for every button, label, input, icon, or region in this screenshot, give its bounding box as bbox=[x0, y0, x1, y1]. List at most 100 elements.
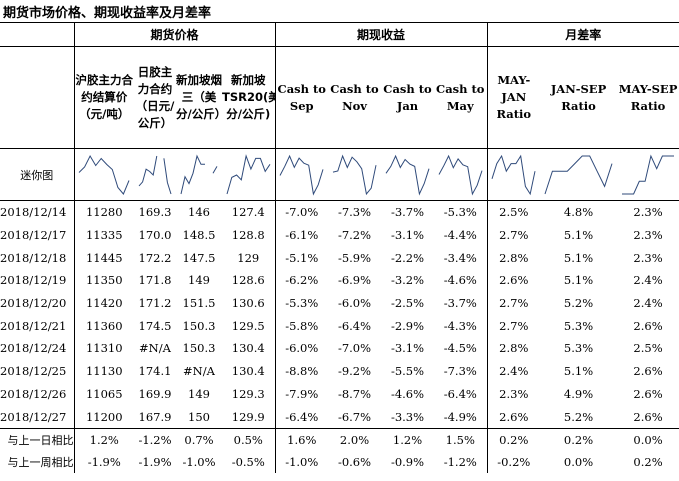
table-row: 2018/12/14 11280 169.3 146 127.4 -7.0% -7.3% -3… bbox=[0, 200, 679, 224]
footer-cell: 0.2% bbox=[540, 427, 618, 451]
cell: 2.3% bbox=[633, 250, 663, 265]
cell: 11065 bbox=[85, 386, 123, 401]
sparkline-3 bbox=[226, 153, 271, 194]
table-row: 2018/12/20 11420 171.2 151.5 130.6 -5.3% -6.0%… bbox=[0, 291, 679, 315]
footer-cell: -1.2% bbox=[434, 450, 488, 473]
footer-cell: -0.5% bbox=[222, 450, 276, 473]
column-header-10: MAY-SEP Ratio bbox=[618, 81, 678, 113]
footer-cell: 0.7% bbox=[176, 427, 222, 451]
cell: -6.1% bbox=[285, 228, 319, 243]
footer-cell: -0.6% bbox=[337, 454, 372, 469]
column-header-7: Cash to May bbox=[434, 46, 488, 149]
sparkline-path-8 bbox=[491, 154, 536, 195]
footer-cell: -0.9% bbox=[390, 454, 425, 469]
cell: 5.2% bbox=[563, 409, 594, 424]
sparkline-path-2 bbox=[180, 154, 218, 194]
sparkline-cell-9 bbox=[540, 148, 618, 201]
cell: 174.1 bbox=[138, 364, 172, 379]
cell: -5.8% bbox=[285, 318, 319, 333]
cell: 4.8% bbox=[563, 205, 594, 220]
cell: 11445 bbox=[85, 250, 123, 265]
footer-cell: 1.2% bbox=[381, 427, 435, 451]
cell: 5.1% bbox=[563, 273, 594, 288]
cell: -5.3% bbox=[434, 200, 488, 224]
cell: -6.7% bbox=[337, 409, 372, 424]
cell: -3.1% bbox=[390, 228, 425, 243]
cell: 2.6% bbox=[633, 409, 663, 424]
footer-cell: 0.2% bbox=[487, 427, 541, 451]
sparkline-cell-10 bbox=[617, 148, 679, 201]
cell: 2.7% bbox=[499, 296, 529, 311]
column-header-4: Cash to Sep bbox=[277, 81, 326, 113]
cell: 149 bbox=[188, 386, 210, 401]
cell: 147.5 bbox=[182, 250, 216, 265]
sparkline-10 bbox=[622, 153, 675, 194]
cell: -7.0% bbox=[337, 341, 372, 356]
cell: 2.3% bbox=[633, 205, 663, 220]
sparkline-path-6 bbox=[385, 154, 430, 196]
table-row: 2018/12/17 11335 170.0 148.5 128.8 -6.1% -7.2%… bbox=[0, 223, 679, 247]
cell: 169.9 bbox=[138, 386, 172, 401]
row-date: 2018/12/27 bbox=[0, 405, 75, 429]
cell: -4.5% bbox=[434, 337, 488, 360]
cell: -2.9% bbox=[390, 318, 425, 333]
cell: #N/A bbox=[139, 341, 171, 356]
cell: 11350 bbox=[85, 273, 123, 288]
cell: 2.8% bbox=[499, 250, 529, 265]
footer-label: 与上一周相比 bbox=[0, 450, 75, 473]
column-header-6: Cash to Jan bbox=[383, 81, 432, 113]
sparkline-cell-0 bbox=[74, 148, 134, 201]
table-row: 2018/12/24 11310 #N/A 150.3 130.4 -6.0% -7.0% -… bbox=[0, 337, 679, 360]
cell: 127.4 bbox=[222, 200, 276, 224]
cell: -3.4% bbox=[434, 246, 488, 270]
cell: -9.2% bbox=[337, 364, 372, 379]
cell: -6.0% bbox=[285, 341, 319, 356]
footer-cell: -1.0% bbox=[182, 454, 216, 469]
table-row: 2018/12/21 11360 174.5 150.3 129.5 -5.8% -6.4%… bbox=[0, 314, 679, 338]
cell: -5.9% bbox=[337, 250, 372, 265]
table-row: 2018/12/25 11130 174.1 #N/A 130.4 -8.8% -9.2% -… bbox=[0, 359, 679, 383]
cell: 5.3% bbox=[563, 341, 594, 356]
price-table: 期货价格 期现收益 月差率 沪胶主力合约结算价（元/吨） 日胶主力合约（日元/公斤… bbox=[0, 22, 679, 473]
cell: 149 bbox=[188, 273, 210, 288]
cell: -3.3% bbox=[390, 409, 425, 424]
row-date: 2018/12/14 bbox=[0, 200, 75, 224]
cell: -8.8% bbox=[285, 364, 319, 379]
cell: 11280 bbox=[85, 205, 123, 220]
cell: 2.3% bbox=[633, 228, 663, 243]
cell: 150.3 bbox=[182, 341, 216, 356]
footer-cell: 2.0% bbox=[328, 427, 382, 451]
cell: -3.1% bbox=[390, 341, 425, 356]
sparkline-5 bbox=[332, 154, 377, 195]
cell: -4.6% bbox=[434, 269, 488, 292]
footer-cell: 0.0% bbox=[563, 454, 594, 469]
cell: -6.4% bbox=[285, 409, 319, 424]
sparkline-path-5 bbox=[332, 154, 377, 195]
cell: -8.7% bbox=[337, 386, 372, 401]
cell: 148.5 bbox=[182, 228, 216, 243]
cell: 11420 bbox=[85, 296, 123, 311]
column-header-row: 沪胶主力合约结算价（元/吨） 日胶主力合约（日元/公斤） 新加坡烟三（美分/公斤）新… bbox=[0, 46, 679, 149]
sparkline-cell-7 bbox=[434, 148, 488, 201]
page-title: 期货市场价格、期现收益率及月差率 bbox=[3, 6, 212, 21]
cell: -7.3% bbox=[337, 205, 372, 220]
column-header-8: MAY-JAN Ratio bbox=[496, 73, 532, 121]
row-date: 2018/12/17 bbox=[0, 223, 75, 247]
cell: 128.6 bbox=[222, 269, 276, 292]
header-date-blank bbox=[0, 46, 75, 149]
cell: -3.7% bbox=[434, 291, 488, 315]
footer-row: 与上一日相比 1.2% -1.2% 0.7% 0.5% 1.6% 2.0% 1.2% 1.5% 0… bbox=[0, 427, 679, 451]
sparkline-cell-5 bbox=[328, 148, 382, 201]
cell: -2.2% bbox=[390, 250, 425, 265]
cell: #N/A bbox=[183, 364, 215, 379]
sparkline-label: 迷你图 bbox=[0, 148, 75, 201]
cell: -5.1% bbox=[285, 250, 319, 265]
cell: 129 bbox=[222, 246, 276, 270]
column-header-9: JAN-SEP Ratio bbox=[550, 81, 607, 113]
cell: -6.4% bbox=[434, 382, 488, 406]
row-date: 2018/12/25 bbox=[0, 359, 75, 383]
footer-cell: -1.2% bbox=[134, 427, 176, 451]
sparkline-path-3 bbox=[226, 153, 271, 194]
group-spread: 月差率 bbox=[487, 22, 679, 47]
cell: 130.4 bbox=[222, 359, 276, 383]
